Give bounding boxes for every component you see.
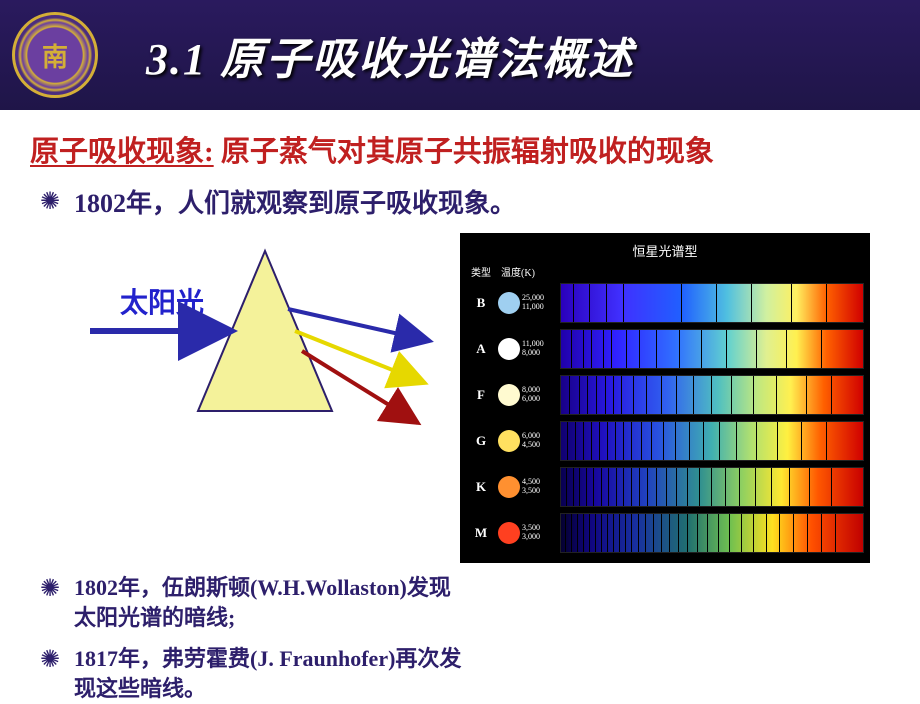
spectrum-class-label: G <box>466 433 496 449</box>
spectrum-row-A: A 11,0008,000 <box>466 327 864 370</box>
spectrum-bar <box>560 421 864 461</box>
subtitle-rest: 原子蒸气对其原子共振辐射吸收的现象 <box>214 136 714 168</box>
spectrum-class-label: B <box>466 295 496 311</box>
spectrum-temp: 25,00011,000 <box>522 294 560 312</box>
prism-svg <box>60 243 440 438</box>
bullet-star-icon: ✺ <box>40 192 60 212</box>
spectrum-class-label: A <box>466 341 496 357</box>
spectrum-title: 恒星光谱型 <box>466 241 864 260</box>
bullet-item: ✺ 1802年，伍朗斯顿(W.H.Wollaston)发现太阳光谱的暗线; <box>40 573 470 632</box>
spectrum-header: 类型 温度(K) <box>466 264 864 279</box>
spectrum-bar <box>560 375 864 415</box>
spectrum-temp: 6,0004,500 <box>522 432 560 450</box>
logo-glyph: 南 <box>42 37 68 74</box>
star-color-circle <box>498 338 520 360</box>
spectrum-class-label: F <box>466 387 496 403</box>
spectrum-bar <box>560 283 864 323</box>
spectrum-header-temp: 温度(K) <box>496 264 540 279</box>
star-color-circle <box>498 384 520 406</box>
slide-title: 3.1 原子吸收光谱法概述 <box>146 23 634 87</box>
spectrum-header-type: 类型 <box>466 264 496 279</box>
section-number: 3.1 <box>146 35 207 84</box>
bullet-list-top: ✺ 1802年，人们就观察到原子吸收现象。 <box>30 186 890 221</box>
spectrum-temp: 8,0006,000 <box>522 386 560 404</box>
title-text: 原子吸收光谱法概述 <box>220 35 634 84</box>
prism-diagram: 太阳光 <box>30 233 460 433</box>
bullet-text: 1817年，弗劳霍费(J. Fraunhofer)再次发现这些暗线。 <box>74 644 470 703</box>
spectrum-bar <box>560 467 864 507</box>
diagram-row: 太阳光 <box>30 233 890 563</box>
spectrum-temp: 4,5003,500 <box>522 478 560 496</box>
spectrum-rows: B 25,00011,000 A 11,0008,000 F 8,0006,000 G 6,0… <box>466 281 864 554</box>
stellar-spectrum-panel: 恒星光谱型 类型 温度(K) B 25,00011,000 A 11,0008,000… <box>460 233 870 563</box>
university-logo: 南 <box>12 12 98 98</box>
spectrum-row-M: M 3,5003,000 <box>466 511 864 554</box>
subtitle-line: 原子吸收现象: 原子蒸气对其原子共振辐射吸收的现象 <box>30 128 890 170</box>
star-color-circle <box>498 476 520 498</box>
star-color-circle <box>498 430 520 452</box>
slide-header: 南 3.1 原子吸收光谱法概述 <box>0 0 920 110</box>
star-color-circle <box>498 292 520 314</box>
subtitle-lead: 原子吸收现象: <box>30 136 214 168</box>
slide-content: 原子吸收现象: 原子蒸气对其原子共振辐射吸收的现象 ✺ 1802年，人们就观察到… <box>0 110 920 704</box>
bullet-item: ✺ 1802年，人们就观察到原子吸收现象。 <box>40 186 890 221</box>
spectrum-row-K: K 4,5003,500 <box>466 465 864 508</box>
spectrum-class-label: K <box>466 479 496 495</box>
bullet-star-icon: ✺ <box>40 579 60 599</box>
spectrum-bar <box>560 329 864 369</box>
bullet-star-icon: ✺ <box>40 650 60 670</box>
star-color-circle <box>498 522 520 544</box>
bullet-text: 1802年，人们就观察到原子吸收现象。 <box>74 186 516 221</box>
spectrum-row-B: B 25,00011,000 <box>466 281 864 324</box>
spectrum-bar <box>560 513 864 553</box>
spectrum-class-label: M <box>466 525 496 541</box>
spectrum-row-F: F 8,0006,000 <box>466 373 864 416</box>
spectrum-temp: 11,0008,000 <box>522 340 560 358</box>
bullet-list-bottom: ✺ 1802年，伍朗斯顿(W.H.Wollaston)发现太阳光谱的暗线; ✺ … <box>30 573 470 704</box>
bullet-item: ✺ 1817年，弗劳霍费(J. Fraunhofer)再次发现这些暗线。 <box>40 644 470 703</box>
spectrum-temp: 3,5003,000 <box>522 524 560 542</box>
spectrum-row-G: G 6,0004,500 <box>466 419 864 462</box>
bullet-text: 1802年，伍朗斯顿(W.H.Wollaston)发现太阳光谱的暗线; <box>74 573 470 632</box>
